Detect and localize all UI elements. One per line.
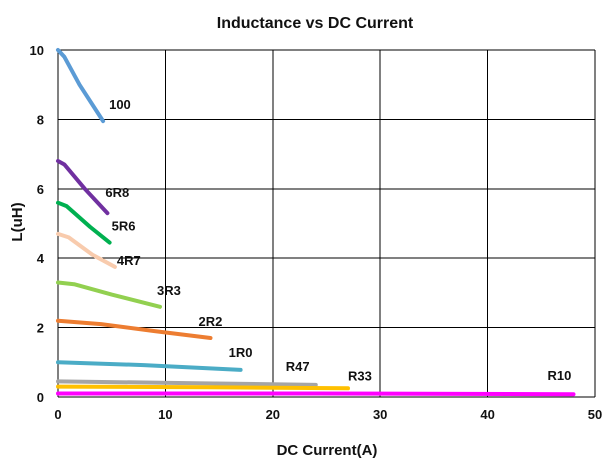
series-line-5r6 [56,200,112,245]
series-label-1r0: 1R0 [229,345,253,360]
x-tick-label: 10 [158,407,172,422]
series-line-6r8 [56,159,110,216]
series-label-4r7: 4R7 [117,253,141,268]
series-line-r47 [56,379,318,387]
y-tick-label: 8 [37,112,44,127]
y-tick-label: 10 [30,43,44,58]
series-label-r33: R33 [348,368,372,383]
series-label-r47: R47 [286,359,310,374]
series-line-r10 [56,391,576,397]
series-labels: 100 6R8 5R6 4R7 3R3 2R2 1R0 R47 R33 R10 [105,97,571,383]
y-tick-label: 0 [37,390,44,405]
x-tick-label: 20 [266,407,280,422]
x-axis-title: DC Current(A) [277,442,378,459]
y-axis-title: L(uH) [9,202,26,241]
series-label-r10: R10 [548,368,572,383]
y-tick-label: 2 [37,321,44,336]
series-line-2r2 [56,318,213,340]
series-lines [56,48,576,397]
series-label-2r2: 2R2 [199,314,223,329]
tick-labels: 0 10 20 30 40 50 0 2 4 6 8 10 [30,43,603,422]
series-label-5r6: 5R6 [112,219,136,234]
series-label-100: 100 [109,97,131,112]
series-line-r33 [56,384,350,391]
x-tick-label: 40 [480,407,494,422]
y-tick-label: 6 [37,182,44,197]
series-line-1r0 [56,360,243,372]
chart-title: Inductance vs DC Current [217,15,414,32]
x-tick-label: 50 [588,407,602,422]
gridlines [57,49,596,398]
series-label-3r3: 3R3 [157,283,181,298]
x-tick-label: 0 [54,407,61,422]
series-line-100 [56,48,106,124]
y-tick-label: 4 [37,251,45,266]
series-line-3r3 [56,280,162,309]
series-line-4r7 [56,231,117,269]
series-label-6r8: 6R8 [105,185,129,200]
x-tick-label: 30 [373,407,387,422]
